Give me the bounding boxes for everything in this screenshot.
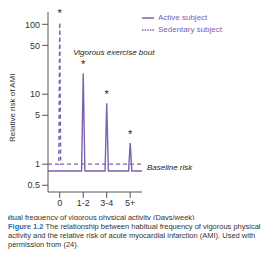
svg-text:5: 5 — [35, 110, 40, 120]
svg-text:10: 10 — [30, 89, 40, 99]
svg-text:*: * — [81, 58, 86, 70]
svg-text:Baseline risk: Baseline risk — [147, 163, 193, 172]
html-text:Sedentary subject: Sedentary subject — [158, 25, 222, 35]
svg-text:100: 100 — [25, 20, 40, 30]
svg-text:Habitual frequency of vigorous: Habitual frequency of vigorous physical … — [8, 213, 195, 220]
svg-text:0: 0 — [57, 198, 62, 208]
svg-text:*: * — [58, 8, 63, 19]
html-text:Active subject: Active subject — [158, 13, 208, 23]
svg-text:Vigorous exercise bout: Vigorous exercise bout — [73, 48, 155, 57]
svg-text:5+: 5+ — [125, 198, 135, 208]
svg-text:50: 50 — [30, 41, 40, 51]
svg-text:3-4: 3-4 — [100, 198, 113, 208]
svg-text:*: * — [128, 128, 133, 140]
svg-text:Relative risk of AMI: Relative risk of AMI — [8, 74, 17, 142]
svg-text:1-2: 1-2 — [77, 198, 90, 208]
svg-text:*: * — [105, 88, 110, 100]
svg-text:0.5: 0.5 — [27, 180, 40, 190]
svg-text:1: 1 — [35, 159, 40, 169]
html-text:Figure 1.2 The relationship be: Figure 1.2 The relationship between habi… — [8, 222, 261, 249]
